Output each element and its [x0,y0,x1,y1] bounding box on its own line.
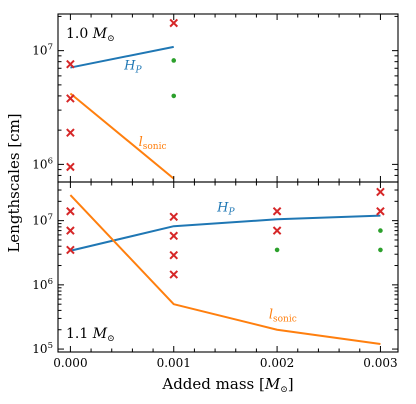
y-axis-label: Lengthscales [cm] [5,113,23,252]
series-line-hp [70,45,174,69]
red-x-marker [272,206,282,216]
y-tick-base: 10 [32,342,47,356]
series-label-main: l [269,307,273,322]
green-dot-marker [171,58,177,63]
x-axis-label-text: Added mass [ [161,375,264,393]
red-x-marker [272,226,282,235]
red-x-marker [66,226,75,235]
red-x-marker [66,206,75,216]
panel-label-sun-symbol: ⊙ [107,34,115,44]
series-label-sub: P [227,207,235,217]
x-axis-label-bracket: ] [288,375,294,393]
y-tick-base: 10 [32,278,47,292]
series-label-main: l [139,135,143,150]
red-x-marker [66,245,75,255]
l-sonic-label: lsonic [269,307,297,324]
l-sonic-label: lsonic [139,135,167,152]
red-x-marker [169,250,179,260]
y-tick-exponent: 7 [48,43,53,53]
y-tick-exponent: 5 [48,341,53,351]
series-label-sub: P [134,66,142,76]
green-dot-marker [378,228,383,233]
y-tick-base: 10 [32,214,47,228]
x-axis-label-sun-symbol: ⊙ [280,385,288,395]
panel-frame [57,181,399,353]
y-tick-exponent: 7 [48,213,53,223]
red-x-marker [376,206,385,216]
y-tick-base: 10 [32,157,47,171]
red-x-marker [169,212,179,222]
red-x-marker [169,18,179,28]
green-dot-marker [378,247,383,253]
series-label-main: H [123,59,136,74]
x-tick-label: 0.002 [260,356,294,370]
panel-label-number: 1.0 [66,26,93,42]
y-tick-label: 106 [32,156,53,171]
panel-label: 1.1 M⊙ [66,326,115,344]
red-x-marker [66,94,75,103]
hp-label: HP [216,200,235,217]
series-label-sub: sonic [273,314,297,324]
y-tick-label: 107 [32,213,53,228]
x-axis-label-mass-symbol: M [264,375,281,393]
x-tick-label: 0.001 [157,356,191,370]
x-tick-label: 0.003 [363,356,397,370]
green-dot-marker [274,247,280,253]
green-dot-marker [171,93,177,99]
y-tick-base: 10 [32,44,47,58]
panel-label-sun-symbol: ⊙ [107,334,115,344]
red-x-marker [169,270,179,279]
red-x-marker [169,231,179,241]
panel-label-mass-symbol: M [92,26,108,42]
y-tick-label: 106 [32,277,53,292]
red-x-marker [66,128,75,137]
hp-label: HP [123,59,142,76]
panel-label: 1.0 M⊙ [66,26,115,44]
panel-label-number: 1.1 [66,326,93,342]
y-tick-label: 105 [32,341,53,356]
x-axis-label: Added mass [M⊙] [161,375,293,395]
series-line-hp [70,214,381,252]
red-x-marker [66,162,75,172]
series-line-l-sonic [69,92,175,180]
panel-label-mass-symbol: M [92,326,108,342]
series-label-sub: sonic [143,142,167,152]
red-x-marker [376,187,385,197]
series-label-main: H [216,200,229,215]
y-tick-exponent: 6 [48,156,53,166]
red-x-marker [66,59,75,69]
y-tick-label: 107 [32,43,53,58]
series-line-l-sonic [69,194,381,345]
x-tick-label: 0.000 [53,356,87,370]
y-tick-exponent: 6 [48,277,53,287]
